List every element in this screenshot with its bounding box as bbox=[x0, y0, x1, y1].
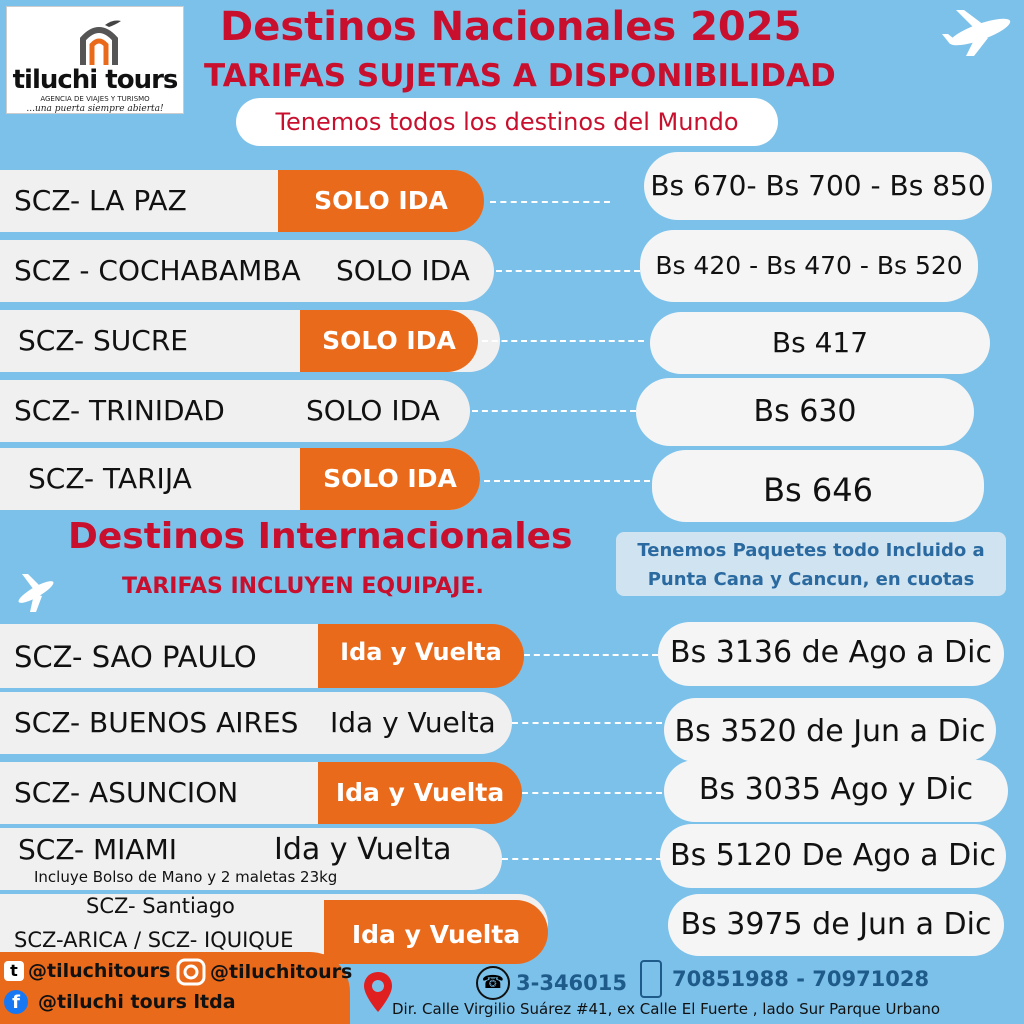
price-cochabamba: Bs 420 - Bs 470 - Bs 520 bbox=[640, 230, 978, 302]
international-title: Destinos Internacionales bbox=[68, 516, 573, 557]
phone-icon: ☎ bbox=[476, 966, 510, 1000]
price-sucre: Bs 417 bbox=[650, 312, 990, 374]
divider bbox=[472, 410, 636, 412]
international-subtitle: TARIFAS INCLUYEN EQUIPAJE. bbox=[122, 574, 484, 599]
route-label: SCZ- ASUNCION bbox=[14, 776, 239, 809]
route-buenos-aires: SCZ- BUENOS AIRES bbox=[0, 692, 512, 754]
airplane-icon bbox=[942, 10, 1011, 56]
route-label: SCZ- SAO PAULO bbox=[14, 640, 257, 674]
trip-type-text: Ida y Vuelta bbox=[274, 832, 452, 867]
price-miami: Bs 5120 De Ago a Dic bbox=[660, 824, 1006, 888]
route-label-secondary: SCZ-ARICA / SCZ- IQUIQUE bbox=[14, 928, 294, 952]
divider bbox=[484, 480, 650, 482]
brand-logo: tiluchi tours AGENCIA DE VIAJES Y TURISM… bbox=[6, 6, 184, 114]
world-destinations-banner: Tenemos todos los destinos del Mundo bbox=[236, 98, 778, 146]
brand-slogan: ...una puerta siempre abierta! bbox=[26, 104, 164, 114]
divider bbox=[502, 858, 662, 860]
brand-name: tiluchi tours bbox=[12, 65, 179, 95]
price-sao-paulo: Bs 3136 de Ago a Dic bbox=[658, 622, 1004, 686]
tumblr-icon: t bbox=[4, 961, 24, 981]
divider bbox=[482, 340, 644, 342]
route-label: SCZ- SUCRE bbox=[18, 324, 188, 357]
divider bbox=[524, 654, 658, 656]
trip-type-text: SOLO IDA bbox=[306, 394, 440, 427]
trip-type-text: Ida y Vuelta bbox=[330, 706, 496, 739]
trip-type-badge: Ida y Vuelta bbox=[318, 762, 522, 824]
location-pin-icon bbox=[364, 972, 392, 1012]
instagram-handle[interactable]: @tiluchitours bbox=[176, 958, 352, 986]
phone-contact[interactable]: ☎ 3-346015 bbox=[476, 966, 627, 1000]
price-trinidad: Bs 630 bbox=[636, 378, 974, 446]
instagram-icon bbox=[176, 958, 206, 986]
route-label: SCZ- LA PAZ bbox=[14, 184, 187, 217]
route-label: SCZ- MIAMI bbox=[18, 833, 178, 866]
mobile-phone-icon bbox=[640, 960, 662, 998]
mobile-number: 70851988 - 70971028 bbox=[672, 967, 930, 991]
route-label: SCZ- TRINIDAD bbox=[14, 394, 225, 427]
tiktok-label: @tiluchitours bbox=[28, 960, 171, 982]
phone-number: 3-346015 bbox=[516, 971, 627, 995]
route-label: SCZ - COCHABAMBA bbox=[14, 254, 301, 287]
facebook-icon: f bbox=[4, 990, 28, 1014]
price-asuncion: Bs 3035 Ago y Dic bbox=[664, 760, 1008, 822]
footer-social-panel bbox=[0, 952, 350, 1024]
page-subtitle: TARIFAS SUJETAS A DISPONIBILIDAD bbox=[204, 58, 836, 94]
divider bbox=[496, 270, 640, 272]
price-santiago: Bs 3975 de Jun a Dic bbox=[668, 894, 1004, 956]
baggage-note: Incluye Bolso de Mano y 2 maletas 23kg bbox=[34, 868, 338, 886]
instagram-label: @tiluchitours bbox=[210, 961, 353, 983]
trip-type-badge: SOLO IDA bbox=[300, 448, 480, 510]
facebook-handle[interactable]: f @tiluchi tours ltda bbox=[4, 990, 236, 1014]
route-trinidad: SCZ- TRINIDAD bbox=[0, 380, 470, 442]
route-cochabamba: SCZ - COCHABAMBA bbox=[0, 240, 494, 302]
trip-type-text: SOLO IDA bbox=[336, 254, 470, 287]
route-miami: SCZ- MIAMI bbox=[0, 828, 502, 890]
divider bbox=[512, 722, 662, 724]
facebook-label: @tiluchi tours ltda bbox=[38, 991, 236, 1013]
page-title: Destinos Nacionales 2025 bbox=[220, 4, 802, 50]
divider bbox=[522, 792, 662, 794]
route-label: SCZ- BUENOS AIRES bbox=[14, 706, 299, 739]
trip-type-badge: SOLO IDA bbox=[278, 170, 484, 232]
promo-packages: Tenemos Paquetes todo Incluido a Punta C… bbox=[616, 532, 1006, 596]
address: Dir. Calle Virgilio Suárez #41, ex Calle… bbox=[392, 1000, 941, 1018]
tiktok-handle[interactable]: t @tiluchitours bbox=[4, 960, 170, 982]
price-tarija: Bs 646 bbox=[652, 450, 984, 522]
price-buenos-aires: Bs 3520 de Jun a Dic bbox=[664, 698, 996, 762]
trip-type-badge: Ida y Vuelta bbox=[324, 900, 548, 964]
brand-tagline: AGENCIA DE VIAJES Y TURISMO bbox=[40, 95, 150, 103]
airplane-icon bbox=[18, 574, 54, 612]
route-label: SCZ- TARIJA bbox=[28, 462, 192, 495]
mobile-contact[interactable]: 70851988 - 70971028 bbox=[640, 960, 929, 998]
logo-mark-icon bbox=[80, 20, 121, 65]
trip-type-badge: Ida y Vuelta bbox=[318, 624, 524, 688]
route-label: SCZ- Santiago bbox=[86, 894, 235, 918]
divider bbox=[490, 201, 610, 203]
trip-type-badge: SOLO IDA bbox=[300, 310, 478, 372]
price-la-paz: Bs 670- Bs 700 - Bs 850 bbox=[644, 152, 992, 220]
